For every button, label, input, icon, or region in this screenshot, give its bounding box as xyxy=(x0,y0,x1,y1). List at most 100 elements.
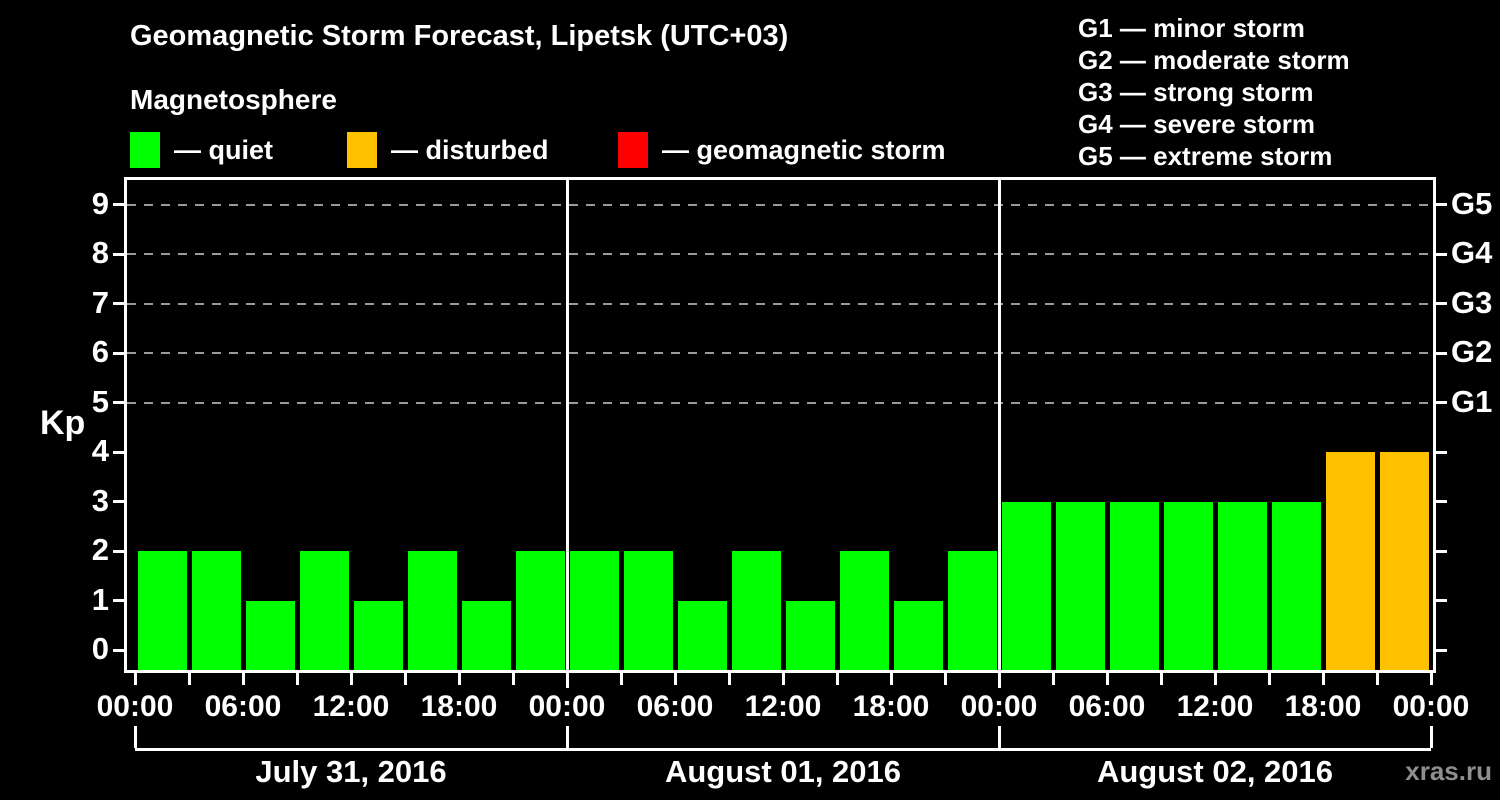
y-axis-tick xyxy=(113,401,127,405)
x-axis-tick xyxy=(565,670,569,685)
kp-bar xyxy=(677,600,727,670)
kp-bar xyxy=(947,551,997,670)
day-bracket-line xyxy=(135,748,1431,751)
kp-bar xyxy=(515,551,565,670)
x-axis-tick xyxy=(1267,670,1271,685)
right-axis-tick xyxy=(1433,549,1447,553)
g-scale-legend-line-g4: G4 — severe storm xyxy=(1078,109,1316,139)
x-axis-tick xyxy=(511,670,515,685)
x-axis-time-label: 12:00 xyxy=(744,690,822,723)
y-axis-tick xyxy=(113,450,127,454)
legend-item-disturbed: — disturbed xyxy=(347,131,549,169)
date-label: August 02, 2016 xyxy=(1096,754,1334,789)
y-axis-tick xyxy=(113,648,127,652)
legend-item-quiet: — quiet xyxy=(130,131,273,169)
page-title: Geomagnetic Storm Forecast, Lipetsk (UTC… xyxy=(130,20,789,52)
x-axis-time-label: 12:00 xyxy=(1176,690,1254,723)
x-axis-tick xyxy=(781,670,785,685)
day-separator-line xyxy=(997,180,1001,688)
x-axis-tick xyxy=(1213,670,1217,685)
x-axis-time-label: 18:00 xyxy=(1284,690,1362,723)
day-bracket-tick xyxy=(565,726,569,748)
right-axis-tick xyxy=(1433,203,1447,207)
right-axis-tick xyxy=(1433,302,1447,306)
g-scale-legend-line-g5: G5 — extreme storm xyxy=(1078,141,1333,171)
x-axis-time-label: 12:00 xyxy=(312,690,390,723)
x-axis-tick xyxy=(997,670,1001,685)
x-axis-tick xyxy=(889,670,893,685)
right-axis-tick xyxy=(1433,599,1447,603)
watermark: xras.ru xyxy=(1405,756,1492,786)
kp-bar xyxy=(353,600,403,670)
y-axis-tick xyxy=(113,302,127,306)
x-axis-tick xyxy=(673,670,677,685)
x-axis-tick xyxy=(835,670,839,685)
storm-color-swatch xyxy=(618,132,648,168)
g-scale-legend: G1 — minor storm G2 — moderate storm G3 … xyxy=(1078,12,1350,172)
day-bracket-tick xyxy=(133,726,137,748)
kp-bar xyxy=(137,551,187,670)
plot-border xyxy=(124,177,1436,673)
y-axis-tick-label: 0 xyxy=(91,631,109,667)
right-axis-tick xyxy=(1433,648,1447,652)
x-axis-tick xyxy=(1105,670,1109,685)
legend-heading: Magnetosphere xyxy=(130,84,337,115)
kp-bar xyxy=(731,551,781,670)
g-scale-axis-label: G3 xyxy=(1451,284,1493,320)
plot-area: 0 1 2 3 4 5 6 7 8 9 G1 G2 G3 G4 G5 00:00 06:00 12:00 18:00… xyxy=(92,177,1492,789)
kp-gridline xyxy=(127,352,1433,355)
kp-bar xyxy=(1055,501,1105,670)
y-axis-tick xyxy=(113,351,127,355)
kp-bar xyxy=(1325,452,1375,670)
kp-bar xyxy=(893,600,943,670)
kp-bar xyxy=(407,551,457,670)
kp-bar xyxy=(245,600,295,670)
y-axis-tick-label: 4 xyxy=(91,433,109,469)
x-axis-tick xyxy=(133,670,137,685)
kp-bar xyxy=(1109,501,1159,670)
x-axis-tick xyxy=(187,670,191,685)
date-label: July 31, 2016 xyxy=(255,754,447,789)
kp-gridline xyxy=(127,253,1433,256)
y-axis-tick-label: 3 xyxy=(91,482,109,518)
y-axis-tick-label: 1 xyxy=(91,581,109,617)
x-axis-tick xyxy=(1375,670,1379,685)
g-scale-axis-label: G2 xyxy=(1451,334,1493,370)
kp-bar xyxy=(191,551,241,670)
y-axis-tick-label: 7 xyxy=(91,284,109,320)
g-scale-legend-line-g3: G3 — strong storm xyxy=(1078,77,1314,107)
y-axis-tick-label: 5 xyxy=(91,383,109,419)
right-axis-tick xyxy=(1433,401,1447,405)
y-axis-tick xyxy=(113,549,127,553)
y-axis-tick-label: 8 xyxy=(91,235,109,271)
x-axis-time-label: 06:00 xyxy=(636,690,714,723)
kp-bar xyxy=(461,600,511,670)
quiet-color-swatch xyxy=(130,132,160,168)
x-axis-tick xyxy=(349,670,353,685)
kp-bar xyxy=(1001,501,1051,670)
kp-bar xyxy=(785,600,835,670)
x-axis-tick xyxy=(403,670,407,685)
x-axis-tick xyxy=(1429,670,1433,685)
kp-gridline xyxy=(127,302,1433,305)
x-axis-time-label: 00:00 xyxy=(528,690,606,723)
kp-bar xyxy=(1379,452,1429,670)
y-axis-tick-label: 9 xyxy=(91,185,109,221)
g-scale-axis-label: G5 xyxy=(1451,185,1493,221)
legend-label-disturbed: — disturbed xyxy=(391,134,549,165)
x-axis-tick xyxy=(1321,670,1325,685)
y-axis-tick-label: 6 xyxy=(91,334,109,370)
day-separator-line xyxy=(565,180,569,688)
right-axis-tick xyxy=(1433,500,1447,504)
date-label: August 01, 2016 xyxy=(664,754,902,789)
day-bracket-tick xyxy=(1429,726,1433,748)
g-scale-axis-label: G1 xyxy=(1451,383,1493,419)
disturbed-color-swatch xyxy=(347,132,377,168)
kp-bar xyxy=(623,551,673,670)
kp-bar xyxy=(1271,501,1321,670)
y-axis-tick xyxy=(113,500,127,504)
g-scale-legend-line-g2: G2 — moderate storm xyxy=(1078,45,1350,75)
y-axis-tick-label: 2 xyxy=(91,532,109,568)
kp-bar xyxy=(569,551,619,670)
